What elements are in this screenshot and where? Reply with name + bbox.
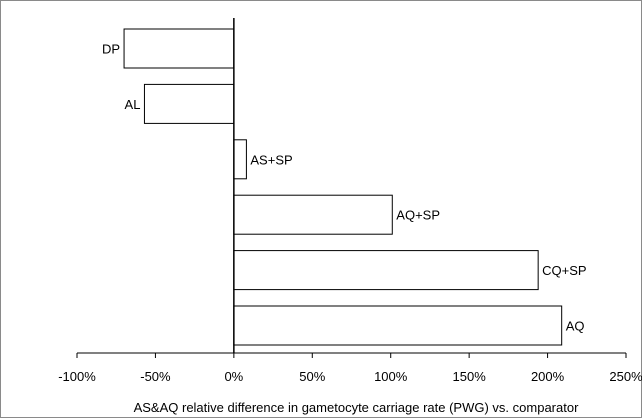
bar-label-aq: AQ	[566, 319, 585, 334]
x-tick-label: -100%	[58, 369, 96, 384]
bar-label-as-sp: AS+SP	[250, 152, 292, 167]
bar-aq-sp	[233, 194, 393, 235]
bar-labels-group: DP AL AS+SP AQ+SP CQ+SP AQ	[102, 42, 587, 334]
bar-label-cq-sp: CQ+SP	[542, 263, 586, 278]
bars-group	[123, 28, 563, 346]
bar-dp	[123, 28, 235, 69]
bar-cq-sp	[233, 250, 539, 291]
x-tick-labels-group: -100% -50% 0% 50% 100% 150% 200% 250%	[58, 369, 642, 384]
x-tick-label: 200%	[531, 369, 565, 384]
x-ticks-group	[76, 353, 627, 358]
bar-label-dp: DP	[102, 42, 120, 57]
x-tick-label: 50%	[299, 369, 325, 384]
x-axis-title: AS&AQ relative difference in gametocyte …	[134, 400, 579, 415]
bar-label-aq-sp: AQ+SP	[396, 208, 440, 223]
x-tick-label: 100%	[374, 369, 408, 384]
bar-as-sp	[233, 139, 247, 180]
bar-aq	[233, 305, 563, 346]
x-tick-label: -50%	[140, 369, 171, 384]
x-tick-label: 0%	[224, 369, 243, 384]
x-tick-label: 250%	[609, 369, 642, 384]
bar-al	[143, 83, 235, 124]
bar-label-al: AL	[125, 97, 141, 112]
x-tick-label: 150%	[453, 369, 487, 384]
